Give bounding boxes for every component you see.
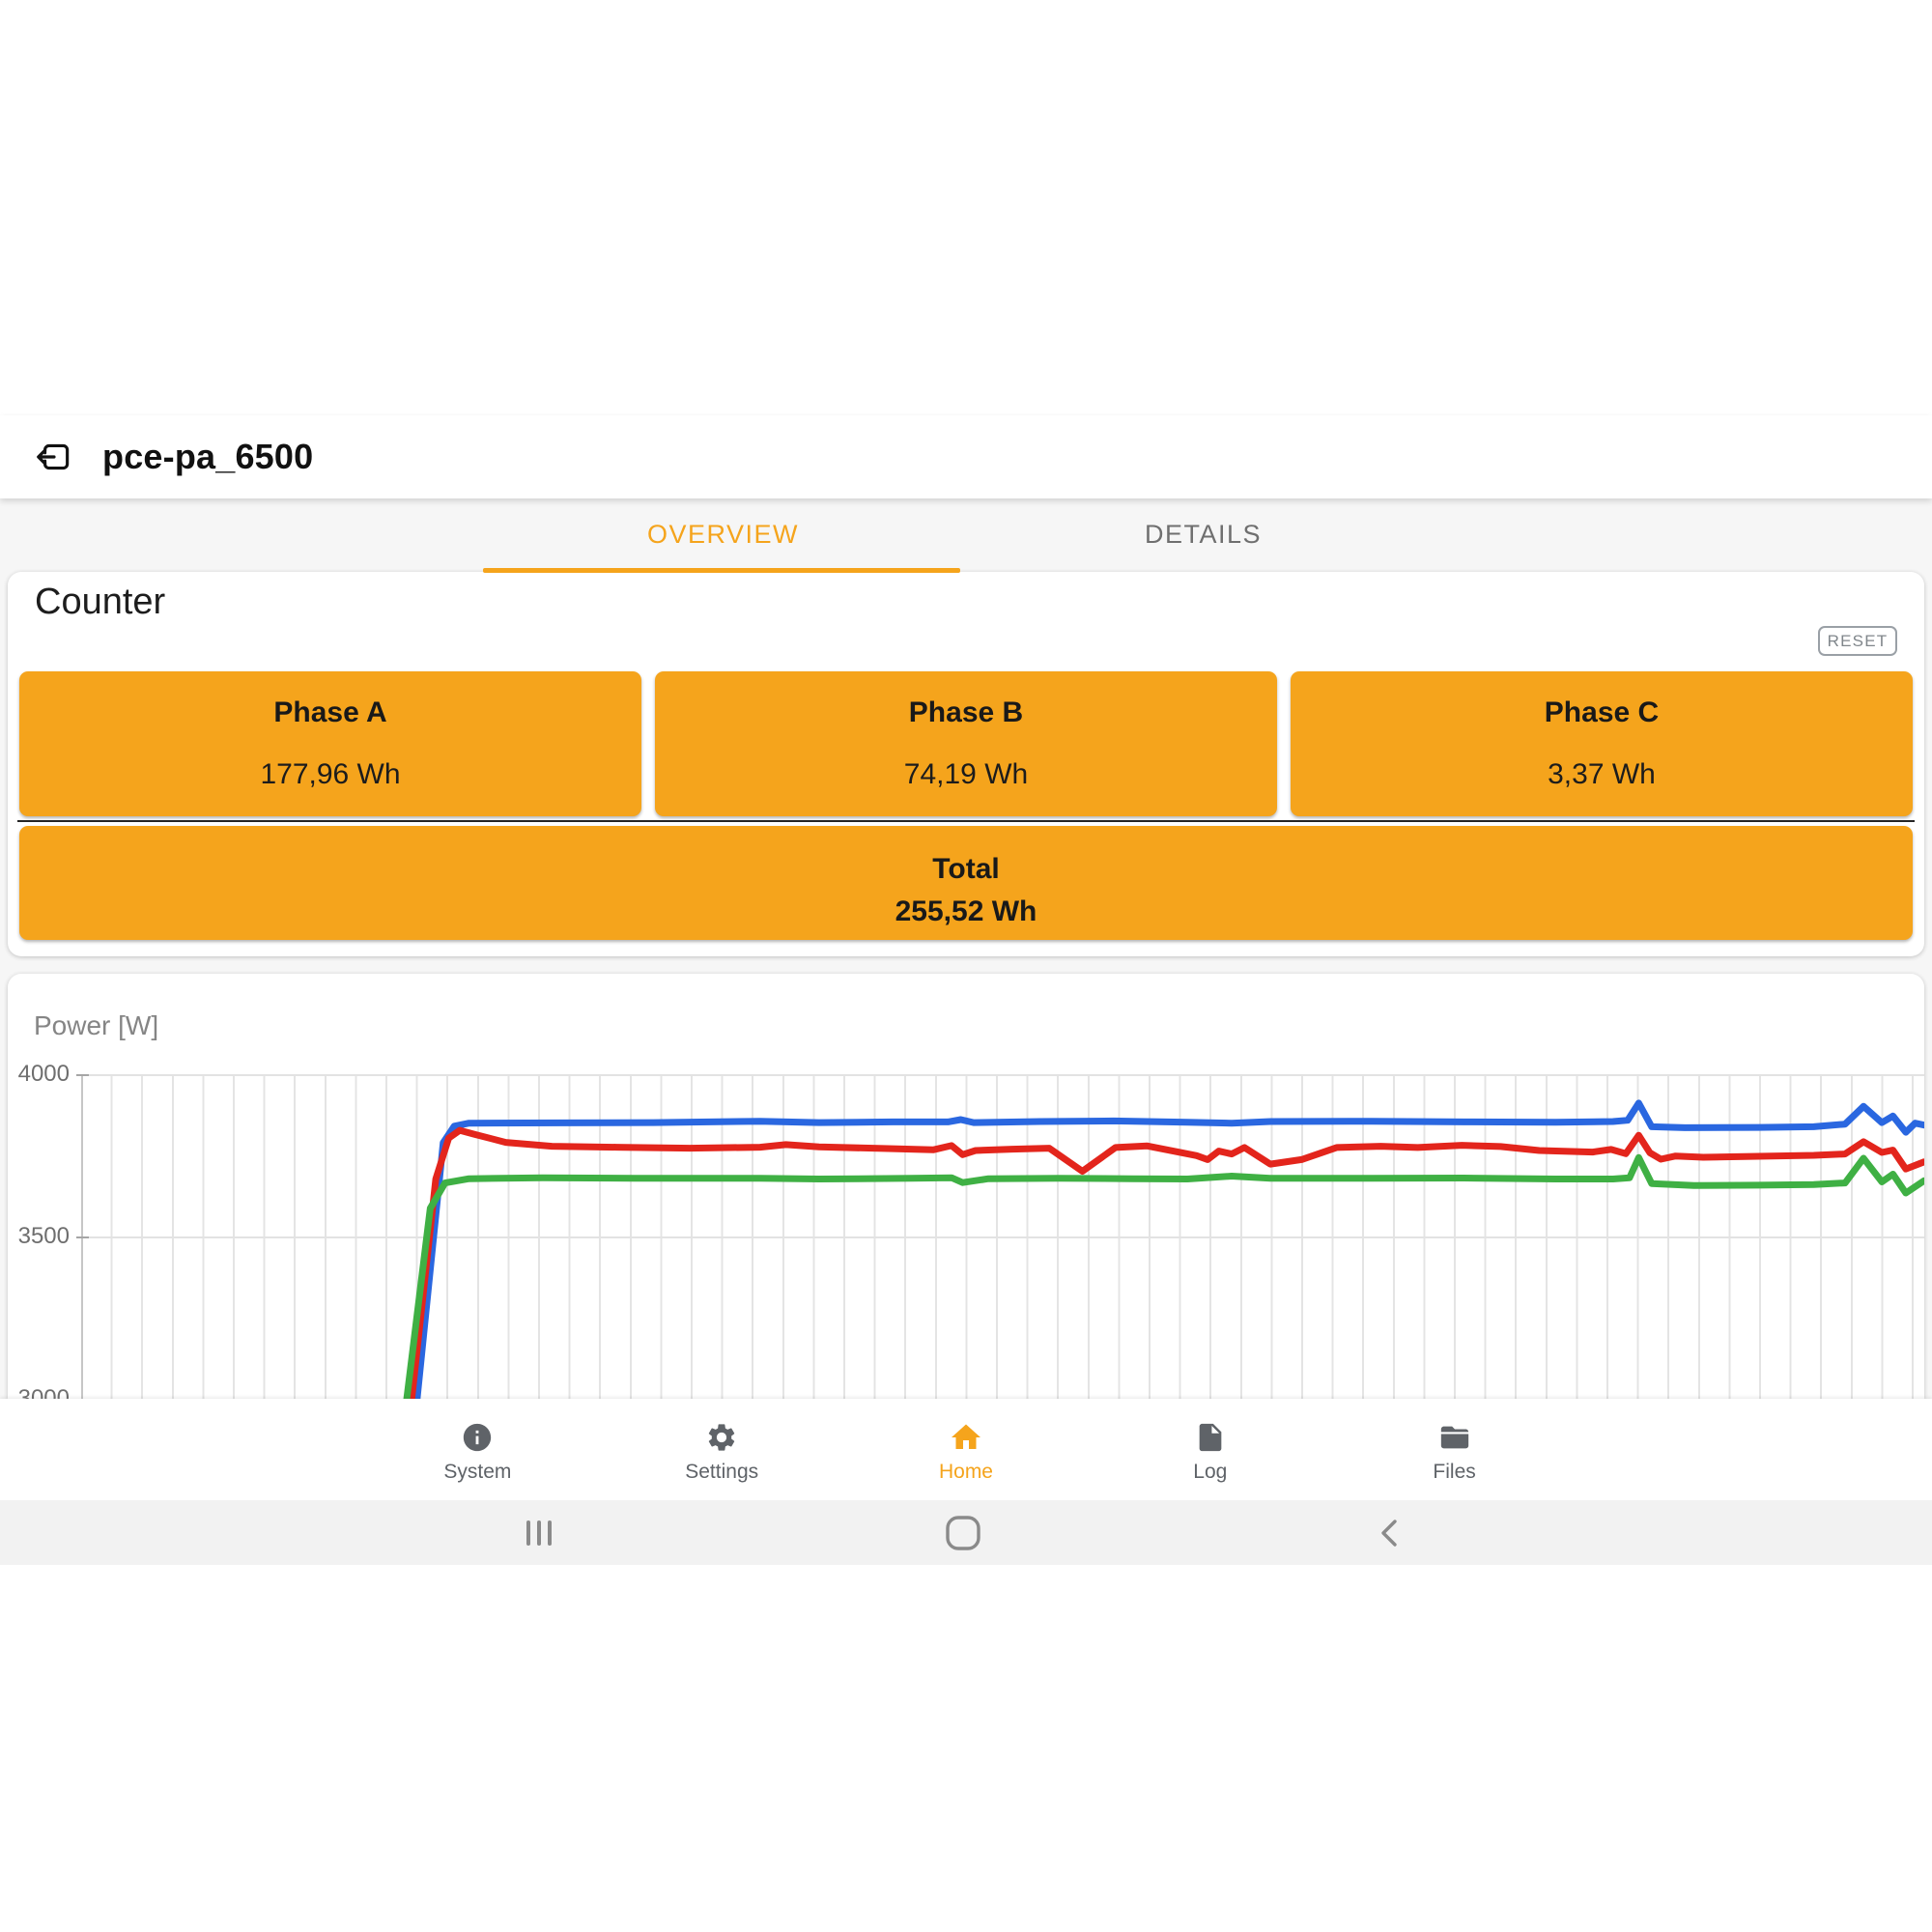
line-phase-c	[403, 1153, 1924, 1399]
ytick-label-3500: 3500	[17, 1223, 70, 1249]
bottom-navigation-items: System Settings Home	[355, 1399, 1577, 1500]
page-title: pce-pa_6500	[102, 437, 314, 476]
nav-label-log: Log	[1193, 1460, 1228, 1483]
android-navigation-bar	[0, 1500, 1932, 1565]
recent-apps-button[interactable]	[510, 1500, 568, 1565]
nav-label-files: Files	[1433, 1460, 1476, 1483]
tab-overview[interactable]: OVERVIEW	[646, 519, 800, 549]
phase-c-card: Phase C 3,37 Wh	[1291, 671, 1913, 816]
phase-b-label: Phase B	[908, 696, 1024, 728]
nav-item-settings[interactable]: Settings	[600, 1399, 844, 1500]
phase-b-value: 74,19 Wh	[903, 758, 1029, 790]
document-icon	[1194, 1420, 1227, 1455]
counter-card: Counter RESET Phase A 177,96 Wh Phase B …	[8, 572, 1924, 956]
nav-label-system: System	[443, 1460, 512, 1483]
nav-item-files[interactable]: Files	[1332, 1399, 1577, 1500]
tick-3500	[76, 1236, 89, 1238]
chart-title: Power [W]	[34, 1010, 159, 1040]
phase-c-label: Phase C	[1544, 696, 1660, 728]
gridline-4000	[82, 1074, 1924, 1076]
home-icon	[949, 1420, 983, 1455]
active-tab-indicator	[483, 568, 960, 573]
power-chart-card: Power [W] 4000 3500 3000	[8, 974, 1924, 1399]
phase-c-value: 3,37 Wh	[1548, 758, 1656, 790]
tab-details[interactable]: DETAILS	[1144, 519, 1263, 549]
tab-bar: OVERVIEW DETAILS	[0, 498, 1932, 576]
android-back-button[interactable]	[1359, 1500, 1417, 1565]
total-value: 255,52 Wh	[895, 895, 1037, 927]
android-home-button[interactable]	[934, 1500, 992, 1565]
nav-item-log[interactable]: Log	[1088, 1399, 1332, 1500]
ytick-label-3000: 3000	[17, 1385, 70, 1399]
reset-button[interactable]: RESET	[1818, 626, 1897, 656]
bottom-navigation: System Settings Home	[0, 1399, 1932, 1500]
phase-row: Phase A 177,96 Wh Phase B 74,19 Wh Phase…	[19, 671, 1913, 816]
exit-app-button[interactable]	[33, 436, 75, 478]
divider	[17, 820, 1915, 822]
nav-label-settings: Settings	[685, 1460, 759, 1483]
home-squircle-icon	[946, 1515, 980, 1550]
nav-label-home: Home	[938, 1460, 993, 1483]
phase-a-card: Phase A 177,96 Wh	[19, 671, 641, 816]
ytick-label-4000: 4000	[17, 1061, 70, 1087]
nav-item-system[interactable]: System	[355, 1399, 600, 1500]
settings-gear-icon	[705, 1420, 738, 1455]
line-phase-a	[413, 1099, 1924, 1399]
tick-4000	[76, 1074, 89, 1076]
phase-b-card: Phase B 74,19 Wh	[655, 671, 1277, 816]
gridline-3500	[82, 1236, 1924, 1238]
phase-a-label: Phase A	[273, 696, 387, 728]
folder-icon	[1437, 1420, 1472, 1455]
logout-icon	[37, 443, 70, 470]
app-header: pce-pa_6500	[0, 415, 1932, 498]
total-label: Total	[932, 853, 1000, 885]
info-icon	[461, 1420, 494, 1455]
total-card: Total 255,52 Wh	[19, 826, 1913, 940]
power-line-chart	[403, 1099, 1924, 1399]
phase-a-value: 177,96 Wh	[260, 758, 401, 790]
counter-title: Counter	[35, 582, 166, 622]
nav-item-home[interactable]: Home	[844, 1399, 1089, 1500]
recent-apps-icon	[526, 1520, 530, 1546]
back-chevron-icon	[1381, 1519, 1397, 1547]
line-phase-b	[408, 1126, 1924, 1399]
